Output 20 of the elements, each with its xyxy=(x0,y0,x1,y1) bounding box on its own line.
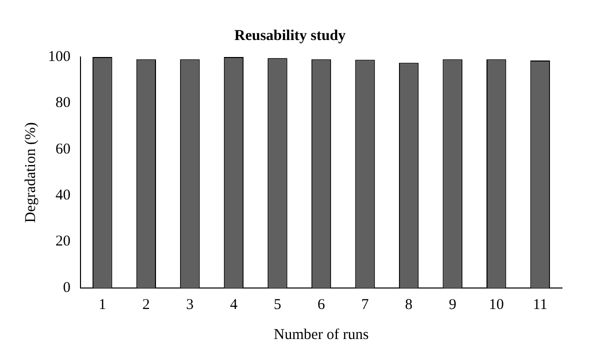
chart-title: Reusability study xyxy=(234,28,346,44)
x-tick-label: 1 xyxy=(98,296,106,313)
y-tick-label: 60 xyxy=(56,141,70,158)
x-tick-label: 7 xyxy=(361,296,370,313)
y-tick-label: 40 xyxy=(56,188,70,204)
x-tick-label: 5 xyxy=(274,296,282,313)
x-axis-title: Number of runs xyxy=(274,326,369,343)
y-tick-label: 0 xyxy=(63,280,70,296)
y-axis-title: Degradation (%) xyxy=(22,122,39,223)
x-tick-label: 3 xyxy=(186,296,194,313)
x-tick-label: 9 xyxy=(448,296,456,313)
y-tick-label: 20 xyxy=(56,234,70,250)
x-tick-label: 6 xyxy=(318,296,326,313)
x-tick-label: 4 xyxy=(230,296,238,313)
x-tick-label: 8 xyxy=(405,296,413,313)
x-tick-label: 10 xyxy=(488,296,504,313)
y-tick-label: 100 xyxy=(48,48,70,65)
y-tick-label: 80 xyxy=(56,95,70,112)
x-tick-label: 11 xyxy=(532,296,548,313)
x-tick-label: 2 xyxy=(142,296,150,313)
